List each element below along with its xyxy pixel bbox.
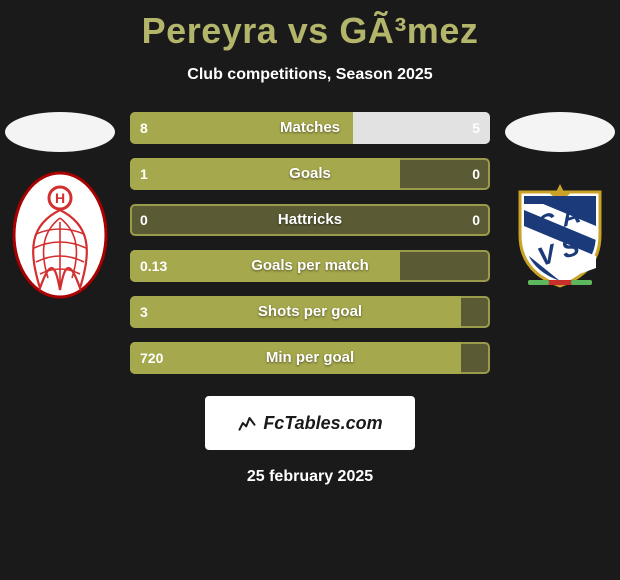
stat-bars: 85Matches 10Goals 00Hattricks 0.13Goals per… [130,112,490,374]
brand-box[interactable]: FcTables.com [205,396,415,450]
stat-row: 720Min per goal [130,342,490,374]
stat-row: 85Matches [130,112,490,144]
brand-text: FcTables.com [263,413,382,434]
club-left-crest: H [10,170,110,300]
stat-row: 00Hattricks [130,204,490,236]
player-left-column: H [0,112,120,300]
player-right-photo [505,112,615,152]
stat-label: Goals [130,158,490,190]
velez-crest-icon: C A V S [510,170,610,300]
page-title: Pereyra vs GÃ³mez [0,0,620,52]
player-right-column: C A V S [500,112,620,300]
svg-text:H: H [55,190,65,206]
player-left-photo [5,112,115,152]
stat-row: 3Shots per goal [130,296,490,328]
fctables-logo-icon [237,413,257,433]
stat-label: Goals per match [130,250,490,282]
stat-label: Shots per goal [130,296,490,328]
huracan-crest-icon: H [10,170,110,300]
stat-label: Min per goal [130,342,490,374]
stat-row: 10Goals [130,158,490,190]
club-right-crest: C A V S [510,170,610,300]
date-line: 25 february 2025 [0,468,620,486]
comparison-content: H C A V S 85M [0,112,620,374]
subtitle: Club competitions, Season 2025 [0,66,620,84]
stat-row: 0.13Goals per match [130,250,490,282]
stat-label: Hattricks [130,204,490,236]
stat-label: Matches [130,112,490,144]
